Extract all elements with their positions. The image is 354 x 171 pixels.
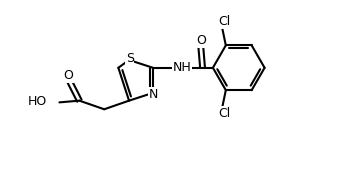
Text: S: S bbox=[126, 52, 134, 65]
Text: NH: NH bbox=[172, 61, 191, 74]
Text: N: N bbox=[149, 88, 158, 101]
Text: Cl: Cl bbox=[218, 15, 230, 28]
Text: O: O bbox=[196, 34, 206, 47]
Text: Cl: Cl bbox=[218, 107, 230, 120]
Text: HO: HO bbox=[28, 95, 47, 108]
Text: O: O bbox=[63, 69, 73, 82]
